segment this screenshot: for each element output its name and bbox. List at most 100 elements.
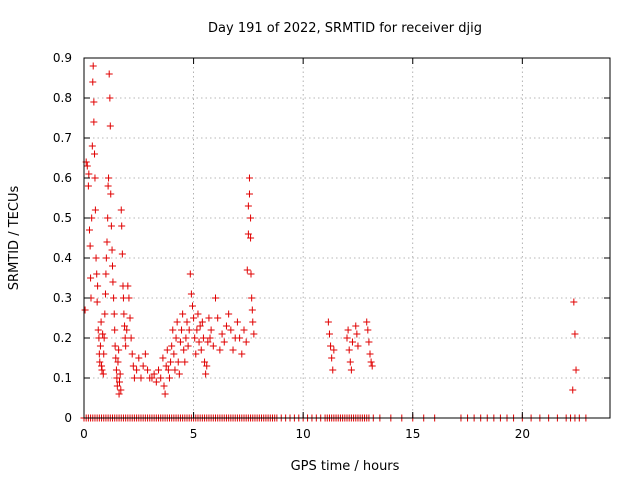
x-tick-label: 0 (80, 427, 88, 441)
data-point (91, 174, 99, 182)
data-point (327, 342, 335, 350)
data-point (106, 94, 114, 102)
data-point (129, 362, 137, 370)
y-tick-label: 0.4 (53, 251, 72, 265)
data-point (90, 98, 98, 106)
data-point (179, 310, 187, 318)
data-point (103, 238, 111, 246)
data-point (169, 326, 177, 334)
data-point (330, 346, 338, 354)
data-point (184, 342, 192, 350)
y-tick-labels: 0 0.1 0.2 0.3 0.4 0.5 0.6 0.7 0.8 0.9 (53, 51, 72, 425)
data-point (93, 270, 101, 278)
data-point (115, 390, 123, 398)
data-point (141, 350, 149, 358)
data-point (570, 298, 578, 306)
data-point (94, 326, 102, 334)
data-point (183, 318, 191, 326)
data-point (160, 382, 168, 390)
y-tick-label: 0.3 (53, 291, 72, 305)
data-points (80, 62, 590, 422)
data-point (110, 294, 118, 302)
data-point (164, 366, 172, 374)
data-point (139, 362, 147, 370)
data-point (329, 366, 337, 374)
data-point (106, 122, 114, 130)
data-point (365, 338, 373, 346)
data-point (114, 358, 122, 366)
data-point (92, 254, 100, 262)
data-point (111, 342, 119, 350)
plot-frame (83, 57, 611, 419)
data-point (144, 366, 152, 374)
data-point (89, 62, 97, 70)
data-point (247, 234, 255, 242)
data-point (91, 150, 99, 158)
data-point (104, 214, 112, 222)
data-point (84, 182, 92, 190)
data-point (171, 366, 179, 374)
data-point (236, 334, 244, 342)
data-point (176, 338, 184, 346)
data-point (89, 78, 97, 86)
data-point (363, 318, 371, 326)
data-point (121, 334, 129, 342)
data-point (110, 310, 118, 318)
data-point (233, 318, 241, 326)
data-point (105, 174, 113, 182)
data-point (243, 266, 251, 274)
data-point (193, 326, 201, 334)
y-tick-label: 0.5 (53, 211, 72, 225)
data-point (209, 342, 217, 350)
x-axis-title: GPS time / hours (291, 459, 400, 474)
data-point (248, 306, 256, 314)
data-point (185, 326, 193, 334)
data-point (368, 362, 376, 370)
data-point (122, 342, 130, 350)
data-point (150, 370, 158, 378)
data-point (108, 262, 116, 270)
data-point (197, 346, 205, 354)
data-point (91, 206, 99, 214)
data-point (238, 350, 246, 358)
data-point (194, 310, 202, 318)
data-point (163, 346, 171, 354)
data-point (120, 310, 128, 318)
data-point (90, 118, 98, 126)
data-point (240, 326, 248, 334)
data-point (85, 170, 93, 178)
data-point (96, 342, 104, 350)
data-point (124, 282, 132, 290)
y-axis-title: SRMTID / TECUs (7, 186, 22, 291)
axis-ticks (83, 57, 610, 419)
data-point (245, 174, 253, 182)
data-point (182, 334, 190, 342)
data-point (170, 350, 178, 358)
data-point (195, 338, 203, 346)
data-point (117, 206, 125, 214)
y-tick-label: 0.8 (53, 91, 72, 105)
data-point (135, 354, 143, 362)
data-point (108, 246, 116, 254)
data-point (152, 378, 160, 386)
data-point (325, 330, 333, 338)
data-point (190, 314, 198, 322)
data-point (159, 354, 167, 362)
data-point (107, 190, 115, 198)
data-point (99, 330, 107, 338)
data-point (344, 326, 352, 334)
data-point (178, 326, 186, 334)
data-point (352, 322, 360, 330)
x-tick-label: 20 (515, 427, 530, 441)
data-point (100, 350, 108, 358)
data-point (367, 358, 375, 366)
data-point (130, 374, 138, 382)
data-point (366, 350, 374, 358)
data-point (162, 362, 170, 370)
data-point (101, 310, 109, 318)
data-point (168, 342, 176, 350)
data-point (117, 386, 125, 394)
data-point (188, 302, 196, 310)
data-point (85, 226, 93, 234)
data-point (83, 162, 91, 170)
